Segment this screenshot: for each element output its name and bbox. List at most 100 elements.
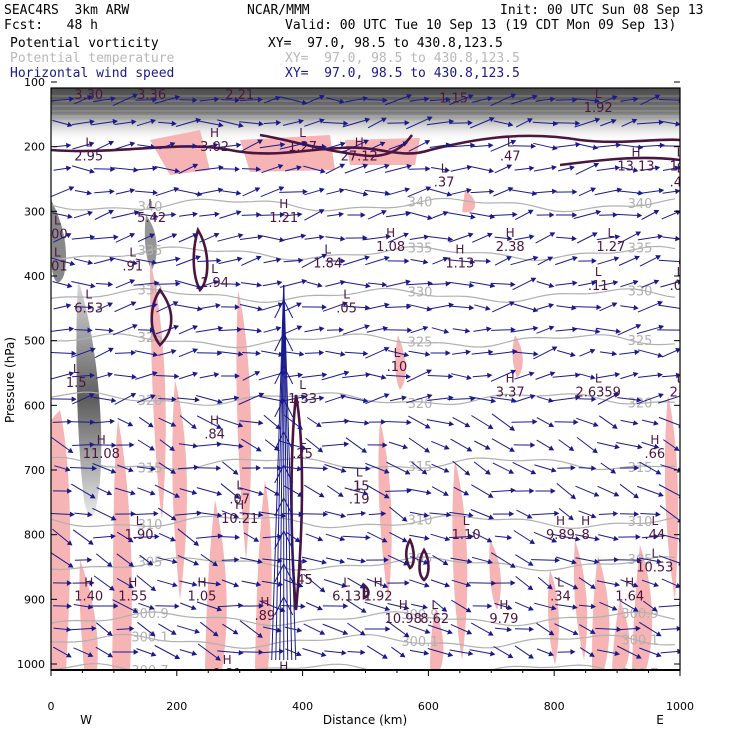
wind-vector-head — [127, 421, 134, 427]
wind-vector-head — [107, 302, 114, 308]
updraft-arrowhead — [274, 298, 294, 319]
wind-vector-head — [108, 585, 115, 591]
extremum-marker: L.34 — [550, 575, 571, 604]
wind-vector — [342, 373, 370, 379]
y-tick-label: 900 — [24, 593, 45, 606]
wind-vector-head — [338, 327, 345, 333]
wind-vector-head — [294, 537, 301, 543]
extremum-value: 1.21 — [269, 211, 298, 226]
wind-vector — [322, 623, 348, 635]
extremum-letter: H — [235, 498, 244, 512]
wind-vector-head — [171, 233, 178, 239]
wind-vector — [322, 302, 348, 312]
wind-vector-head — [575, 395, 581, 401]
wind-vector — [406, 394, 432, 404]
wind-vector-head — [384, 302, 390, 309]
wind-vector-head — [405, 279, 411, 285]
wind-vector-head — [255, 446, 262, 452]
wind-vector-head — [635, 534, 641, 540]
wind-vector — [302, 648, 326, 656]
wind-vector — [196, 415, 222, 429]
extremum-letter: H — [556, 514, 565, 528]
wind-vector-head — [424, 423, 431, 429]
theta-contour-label: 340 — [138, 200, 163, 215]
wind-vector-head — [426, 393, 433, 399]
wind-vector — [470, 117, 494, 129]
wind-vector-head — [571, 235, 577, 242]
wind-vector-head — [549, 371, 556, 377]
wind-vector-head — [129, 279, 136, 285]
wind-vector-head — [69, 96, 75, 102]
theta-contour — [51, 611, 676, 627]
wind-vector-head — [654, 94, 661, 100]
wind-vector — [511, 95, 537, 105]
field-theta-name: Potential temperature — [10, 51, 175, 66]
theta-contour-label: 300.1 — [621, 633, 658, 648]
theta-contour-label: 325 — [408, 336, 433, 351]
wind-vector-head — [66, 282, 73, 289]
wind-vector-head — [674, 165, 680, 171]
wind-vector-head — [487, 424, 494, 430]
wind-vector-head — [299, 351, 305, 357]
wind-vector-head — [509, 562, 516, 568]
extremum-value: 2.6 — [670, 386, 691, 401]
extremum-marker: L2.95 — [74, 136, 103, 165]
wind-vector-head — [446, 511, 452, 518]
wind-vector-head — [405, 373, 412, 380]
wind-vector-head — [464, 422, 471, 428]
wind-vector-head — [403, 560, 409, 566]
wind-vector-head — [633, 304, 639, 311]
wind-vector-head — [362, 163, 369, 169]
wind-vector-head — [87, 511, 93, 518]
wind-vector — [175, 512, 201, 516]
wind-vector-head — [321, 253, 328, 259]
extremum-marker: L1.90 — [125, 514, 154, 543]
theta-contour — [51, 197, 676, 213]
wind-vector — [111, 211, 139, 219]
wind-vector-head — [384, 605, 391, 612]
wind-vector-head — [297, 424, 303, 430]
wind-vector-head — [529, 165, 535, 172]
wind-vector — [469, 281, 495, 287]
wind-vector — [406, 369, 432, 383]
wind-vector-head — [170, 515, 177, 521]
wind-vector — [177, 528, 199, 546]
wind-vector-head — [175, 280, 181, 287]
wind-vector — [112, 599, 138, 613]
extremum-letter: L — [299, 126, 306, 140]
wind-vector-head — [319, 234, 325, 240]
extremum-value: .47 — [500, 150, 521, 165]
wind-vector-head — [611, 95, 618, 101]
wind-vector-head — [130, 349, 137, 356]
extremum-letter: H — [581, 514, 590, 528]
wind-speed-shading — [51, 130, 679, 670]
wind-vector-head — [570, 351, 576, 358]
updraft-arrowhead — [274, 430, 294, 451]
wind-vector — [408, 437, 430, 453]
wind-vector-head — [484, 469, 491, 475]
wind-vector-head — [675, 121, 680, 127]
wind-vector-head — [487, 492, 494, 498]
wind-vector-head — [631, 118, 638, 124]
wind-vector — [112, 93, 138, 107]
wind-vector-head — [379, 141, 386, 147]
wind-vector — [239, 139, 263, 153]
wind-vector-head — [381, 210, 387, 216]
wind-vector-head — [131, 374, 137, 380]
wind-vector-head — [255, 465, 261, 471]
wind-vector-head — [589, 651, 595, 657]
wind-vector — [51, 186, 74, 198]
wind-vector-head — [254, 371, 261, 376]
wind-vector-head — [402, 141, 409, 147]
wind-vector-head — [297, 372, 304, 378]
wind-vector-head — [317, 282, 323, 288]
theta-contour-label: 300.9 — [621, 607, 658, 622]
wind-vector-head — [193, 464, 200, 471]
wind-vector-head — [547, 256, 554, 262]
wind-vector — [342, 535, 370, 539]
wind-vector-head — [383, 493, 390, 499]
wind-vector — [365, 483, 389, 499]
extremum-letter: H — [279, 197, 288, 211]
x-tick-label: 600 — [418, 700, 439, 713]
wind-vector-head — [68, 326, 75, 332]
